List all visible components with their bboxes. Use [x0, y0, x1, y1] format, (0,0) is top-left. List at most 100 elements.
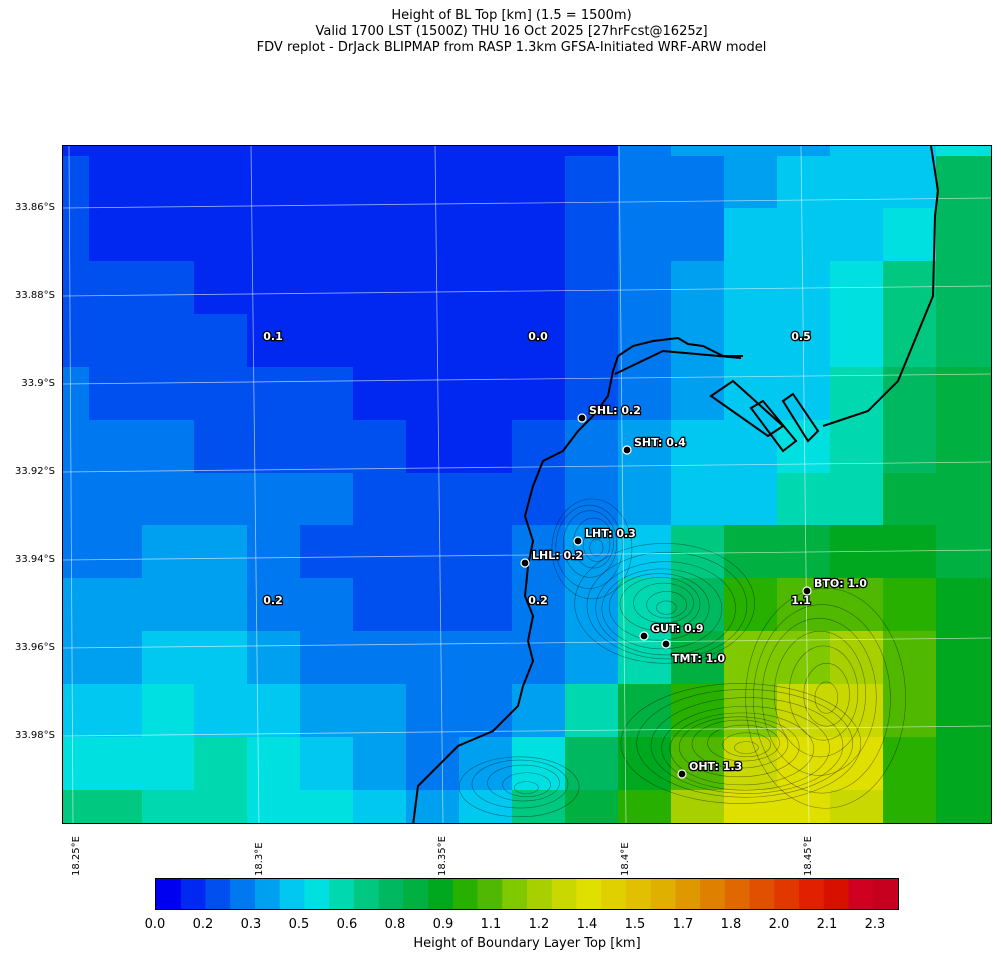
- grid-cell: [565, 473, 619, 526]
- grid-cell: [936, 525, 991, 579]
- grid-cell: [406, 314, 460, 368]
- colorbar-swatch: [601, 879, 627, 909]
- grid-value-label: 0.2: [528, 594, 548, 607]
- grid-cell: [142, 684, 195, 738]
- grid-cell: [300, 790, 354, 823]
- grid-cell: [300, 525, 354, 579]
- contour-line: [773, 630, 866, 758]
- grid-cell: [512, 684, 566, 738]
- grid-cell: [300, 737, 354, 791]
- grid-cell: [512, 146, 566, 157]
- contour-line: [551, 498, 633, 600]
- colorbar-swatch: [477, 879, 503, 909]
- station-marker-icon: [661, 639, 671, 649]
- colorbar-tick-label: 1.7: [672, 917, 694, 932]
- grid-cell: [512, 156, 566, 209]
- grid-cell: [406, 146, 460, 157]
- grid-cell: [565, 156, 619, 209]
- grid-cell: [300, 367, 354, 421]
- grid-cell: [247, 261, 301, 315]
- grid-cell: [618, 525, 672, 579]
- grid-cell: [89, 208, 143, 262]
- grid-cell: [618, 684, 672, 738]
- grid-cell: [618, 146, 672, 157]
- grid-cell: [353, 578, 407, 632]
- colorbar-swatch: [774, 879, 800, 909]
- colorbar-swatch: [576, 879, 602, 909]
- grid-cell: [459, 420, 513, 474]
- grid-cell: [512, 314, 566, 368]
- grid-cell: [830, 146, 884, 157]
- harbour-pier: [749, 399, 798, 453]
- station-label: SHL: 0.2: [589, 404, 641, 417]
- grid-cell: [671, 525, 725, 579]
- contour-line: [745, 587, 906, 809]
- colorbar-tick-label: 2.3: [864, 917, 886, 932]
- grid-cell: [459, 631, 513, 685]
- grid-cell: [406, 578, 460, 632]
- grid-cell: [89, 525, 143, 579]
- colorbar-tick-label: 2.1: [816, 917, 838, 932]
- colorbar-swatch: [428, 879, 454, 909]
- grid-cell: [883, 631, 937, 685]
- grid-cell: [406, 261, 460, 315]
- blipmap-grid: [63, 146, 991, 823]
- station-label: GUT: 0.9: [651, 622, 704, 635]
- latitude-tick-label: 33.94°S: [15, 554, 55, 565]
- station-lht[interactable]: LHT: 0.3: [573, 526, 637, 546]
- station-marker-icon: [677, 769, 687, 779]
- grid-cell: [724, 156, 778, 209]
- grid-cell: [459, 314, 513, 368]
- grid-cell: [247, 631, 301, 685]
- contour-line: [734, 741, 759, 754]
- station-oht[interactable]: OHT: 1.3: [677, 759, 743, 779]
- station-marker-icon: [573, 536, 583, 546]
- contour-line: [707, 724, 780, 762]
- latitude-tick-label: 33.88°S: [15, 290, 55, 301]
- grid-cell: [618, 578, 672, 632]
- grid-cell: [936, 367, 991, 421]
- grid-cell: [883, 684, 937, 738]
- map-subtitle-source: FDV replot - DrJack BLIPMAP from RASP 1.…: [256, 40, 767, 55]
- grid-cell: [724, 631, 778, 685]
- station-shl[interactable]: SHL: 0.2: [577, 403, 642, 423]
- grid-cell: [63, 261, 90, 315]
- contour-line: [761, 617, 877, 776]
- station-lhl[interactable]: LHL: 0.2: [520, 548, 584, 568]
- station-sht[interactable]: SHT: 0.4: [622, 435, 687, 455]
- colorbar-swatch: [749, 879, 775, 909]
- grid-cell: [671, 578, 725, 632]
- parallel-line: [63, 197, 991, 209]
- contour-line: [691, 719, 789, 769]
- station-tmt[interactable]: TMT: 1.0: [661, 639, 727, 666]
- longitude-tick-label: 18.3°E: [254, 842, 265, 876]
- grid-cell: [883, 790, 937, 823]
- grid-cell: [142, 261, 195, 315]
- grid-cell: [247, 790, 301, 823]
- grid-cell: [883, 146, 937, 157]
- station-label: LHL: 0.2: [532, 549, 583, 562]
- grid-cell: [353, 420, 407, 474]
- grid-cell: [671, 631, 725, 685]
- colorbar-swatch: [799, 879, 825, 909]
- grid-cell: [459, 208, 513, 262]
- grid-cell: [194, 473, 248, 526]
- grid-cell: [353, 261, 407, 315]
- station-bto[interactable]: BTO: 1.0: [802, 576, 869, 596]
- contour-line: [633, 582, 694, 624]
- station-gut[interactable]: GUT: 0.9: [639, 621, 705, 641]
- grid-cell: [353, 208, 407, 262]
- longitude-tick-label: 18.45°E: [803, 836, 814, 876]
- grid-value-label: 1.1: [791, 594, 811, 607]
- grid-cell: [63, 420, 90, 474]
- grid-cell: [671, 790, 725, 823]
- latitude-tick-label: 33.98°S: [15, 730, 55, 741]
- colorbar-swatch: [551, 879, 578, 909]
- grid-cell: [89, 156, 143, 209]
- grid-cell: [565, 684, 619, 738]
- meridian-line: [250, 146, 260, 823]
- colorbar-swatch: [205, 879, 231, 909]
- harbour-pier: [781, 392, 820, 443]
- grid-cell: [830, 578, 884, 632]
- grid-cell: [671, 314, 725, 368]
